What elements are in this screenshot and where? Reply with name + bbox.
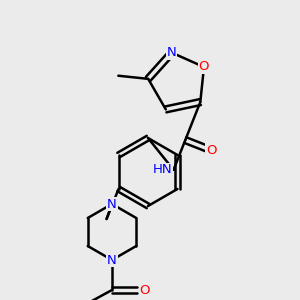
Text: HN: HN bbox=[153, 163, 172, 176]
Text: O: O bbox=[199, 61, 209, 74]
Text: N: N bbox=[167, 46, 177, 59]
Text: O: O bbox=[206, 144, 217, 157]
Text: O: O bbox=[140, 284, 150, 296]
Text: N: N bbox=[107, 254, 117, 266]
Text: N: N bbox=[107, 197, 117, 211]
